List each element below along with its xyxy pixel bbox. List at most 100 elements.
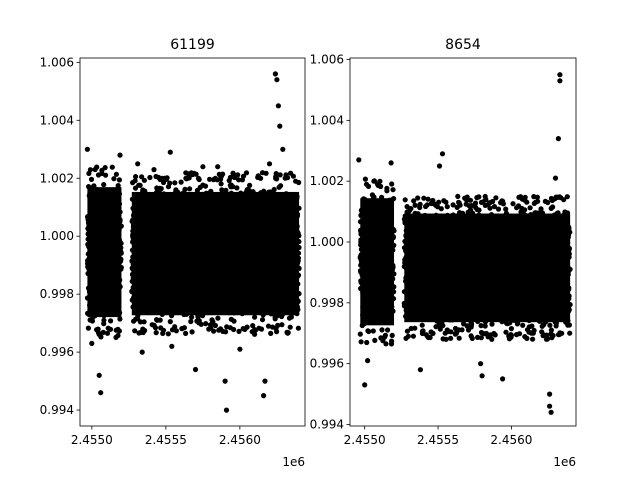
- data-point: [385, 327, 391, 333]
- data-point: [372, 337, 378, 343]
- data-point: [133, 316, 139, 322]
- data-point: [250, 323, 256, 329]
- data-point: [109, 164, 115, 170]
- data-point: [188, 170, 194, 176]
- data-point: [187, 186, 193, 192]
- data-point: [390, 187, 396, 193]
- data-point: [100, 329, 106, 335]
- data-cloud-segment: [131, 191, 300, 316]
- data-point: [186, 175, 192, 181]
- data-point: [197, 184, 203, 190]
- data-point: [212, 322, 218, 329]
- data-point: [140, 326, 146, 332]
- data-point: [135, 161, 141, 167]
- axes-frame: [79, 57, 306, 427]
- data-point: [209, 317, 215, 323]
- data-point: [230, 170, 236, 176]
- data-point: [216, 171, 222, 177]
- data-point: [272, 316, 278, 322]
- subplot-61199: 0.9940.9960.9981.0001.0021.0041.0062.455…: [40, 37, 306, 469]
- data-point: [288, 314, 294, 320]
- data-point: [524, 327, 531, 333]
- data-point: [412, 202, 418, 208]
- data-point: [256, 325, 262, 331]
- data-point: [192, 366, 199, 373]
- x-offset-label: 1e6: [282, 455, 305, 469]
- data-point: [274, 77, 280, 83]
- data-point: [290, 173, 296, 179]
- data-point: [382, 334, 388, 340]
- data-point: [167, 319, 173, 325]
- data-point: [104, 330, 111, 336]
- data-point: [270, 324, 276, 330]
- data-point: [173, 328, 179, 334]
- data-point: [236, 328, 242, 334]
- data-point: [371, 178, 377, 184]
- data-point: [98, 390, 104, 396]
- data-point: [508, 332, 514, 338]
- data-point: [495, 206, 502, 212]
- data-point: [410, 333, 416, 339]
- data-point: [151, 167, 157, 173]
- data-point: [243, 170, 250, 176]
- data-point: [183, 170, 189, 176]
- data-point: [101, 182, 107, 188]
- data-point: [491, 204, 498, 210]
- data-point: [200, 164, 206, 170]
- data-point: [181, 325, 187, 331]
- y-tick-label: 0.996: [40, 345, 74, 359]
- data-point: [178, 179, 184, 185]
- data-point: [541, 332, 547, 338]
- data-point: [430, 330, 436, 336]
- data-point: [211, 177, 217, 183]
- data-point: [370, 328, 376, 334]
- data-point: [239, 177, 245, 183]
- data-point: [514, 205, 520, 211]
- data-point: [183, 330, 189, 336]
- data-point: [463, 201, 469, 207]
- data-point: [402, 197, 408, 203]
- data-point: [182, 186, 188, 192]
- data-point: [195, 314, 201, 320]
- data-point: [203, 321, 209, 327]
- data-point: [282, 175, 288, 181]
- data-point: [172, 180, 178, 186]
- data-point: [188, 318, 194, 325]
- data-point: [224, 324, 230, 330]
- data-point: [503, 206, 509, 212]
- data-point: [486, 200, 492, 206]
- data-point: [493, 195, 499, 201]
- data-point: [437, 326, 443, 332]
- data-point: [275, 103, 281, 109]
- data-point: [152, 325, 159, 331]
- data-point: [153, 330, 159, 336]
- data-cloud-segment: [360, 198, 395, 326]
- data-point: [411, 198, 417, 204]
- data-point: [215, 164, 221, 170]
- data-point: [96, 372, 102, 378]
- data-point: [117, 316, 123, 322]
- data-point: [95, 172, 102, 178]
- data-point: [277, 123, 283, 129]
- data-point: [489, 336, 495, 342]
- data-point: [149, 322, 155, 328]
- data-point: [88, 176, 95, 182]
- data-point: [467, 197, 474, 203]
- data-point: [132, 185, 139, 191]
- data-point: [258, 175, 264, 181]
- data-point: [564, 194, 570, 200]
- chart-title: 61199: [170, 37, 215, 53]
- data-point: [116, 328, 122, 334]
- data-point: [232, 174, 238, 181]
- data-point: [530, 336, 536, 342]
- subplot-8654: 0.9940.9960.9981.0001.0021.0041.0062.455…: [310, 37, 577, 469]
- x-tick-label: 2.4555: [145, 433, 187, 447]
- data-point: [165, 331, 171, 337]
- data-point: [157, 176, 163, 183]
- data-point: [384, 185, 390, 191]
- data-point: [207, 176, 213, 182]
- data-point: [215, 315, 221, 321]
- data-point: [154, 317, 160, 323]
- data-point: [443, 199, 449, 205]
- data-point: [362, 176, 368, 182]
